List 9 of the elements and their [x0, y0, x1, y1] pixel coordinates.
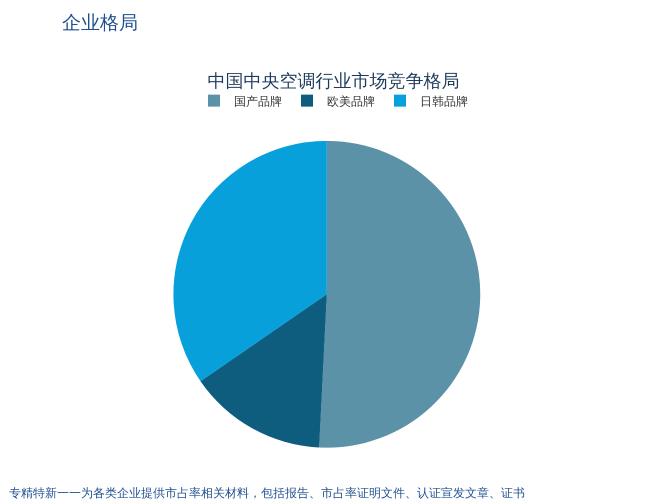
pie-slice: [319, 140, 480, 448]
pie-slice: [200, 294, 327, 448]
legend-label: 国产品牌: [234, 94, 282, 108]
legend-label: 欧美品牌: [327, 94, 375, 108]
pie-slice: [174, 140, 327, 382]
chart-title: 中国中央空调行业市场竞争格局: [208, 70, 460, 92]
legend-label: 日韩品牌: [420, 94, 468, 108]
text: 企业格局: [62, 12, 138, 34]
text: 专精特新一一为各类企业提供市占率相关材料，包括报告、市占率证明文件、认证宣发文章、证书: [9, 486, 525, 500]
